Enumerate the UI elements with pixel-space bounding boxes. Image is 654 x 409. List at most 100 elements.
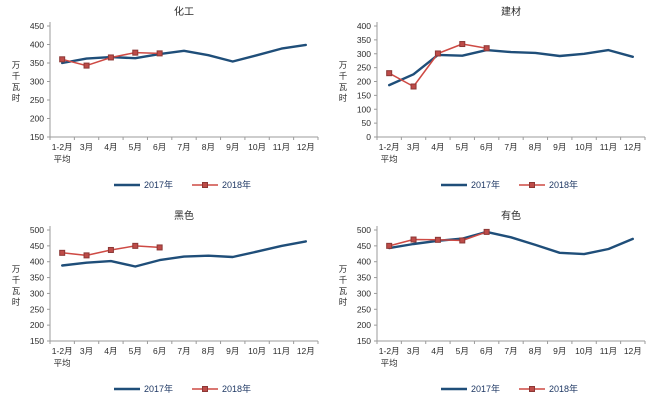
y-tick-label: 350 <box>30 273 44 283</box>
x-tick-label: 6月 <box>480 346 493 356</box>
y-axis-title-char: 千 <box>12 71 21 81</box>
series-line-2017年 <box>388 48 634 87</box>
x-tick-label: 12月 <box>297 142 315 152</box>
y-tick-label: 300 <box>30 77 44 87</box>
y-tick-label: 250 <box>357 63 371 73</box>
series-marker-2018年 <box>386 242 393 249</box>
x-tick-label: 3月 <box>80 142 93 152</box>
series-marker-2018年 <box>83 252 90 259</box>
y-tick-label: 350 <box>357 273 371 283</box>
x-tick-label-line2: 平均 <box>54 358 71 368</box>
series-marker-2018年 <box>483 45 490 52</box>
y-axis-title-char: 万 <box>12 60 21 70</box>
y-axis-title-char: 时 <box>12 93 21 103</box>
y-tick-label: 450 <box>357 241 371 251</box>
legend: 2017年 2018年 <box>114 383 251 394</box>
chart-title: 建材 <box>501 5 521 18</box>
series-marker-2018年 <box>156 50 163 57</box>
x-tick-label: 12月 <box>624 346 642 356</box>
series-marker-2018年 <box>156 244 163 251</box>
series-marker-2018年 <box>410 236 417 243</box>
legend-swatch-2018-marker <box>529 386 535 392</box>
x-tick-label: 1-2月 <box>379 346 400 356</box>
x-tick-label: 7月 <box>177 142 190 152</box>
x-tick-label-line2: 平均 <box>381 154 398 164</box>
x-tick-label: 7月 <box>504 346 517 356</box>
x-tick-label: 1-2月 <box>52 142 73 152</box>
y-axis-title-char: 万 <box>339 60 348 70</box>
series-marker-2018年 <box>459 41 466 48</box>
x-tick-label: 10月 <box>248 346 266 356</box>
legend: 2017年 2018年 <box>441 179 578 190</box>
series-marker-2018年 <box>132 242 139 249</box>
x-tick-label: 3月 <box>407 346 420 356</box>
x-tick-label: 8月 <box>202 142 215 152</box>
y-tick-label: 250 <box>30 304 44 314</box>
x-tick-label: 8月 <box>529 142 542 152</box>
y-tick-label: 500 <box>357 225 371 235</box>
x-tick-label: 4月 <box>104 346 117 356</box>
y-tick-label: 400 <box>30 40 44 50</box>
y-tick-label: 300 <box>357 288 371 298</box>
series-marker-2018年 <box>459 237 466 244</box>
chart-building-materials: 建材 0 50 100 150 200 250 300 350 400 1-2月 平均 3月 4月 5月 6月… <box>327 0 654 204</box>
legend: 2017年 2018年 <box>114 179 251 190</box>
x-tick-label: 9月 <box>553 346 566 356</box>
y-tick-label: 200 <box>30 320 44 330</box>
x-tick-label: 4月 <box>104 142 117 152</box>
x-tick-label: 5月 <box>129 142 142 152</box>
x-tick-label: 12月 <box>297 346 315 356</box>
x-tick-label: 11月 <box>600 346 617 356</box>
chart-title: 有色 <box>501 209 521 222</box>
legend-label-2018: 2018年 <box>222 179 251 190</box>
y-tick-label: 200 <box>357 77 371 87</box>
x-tick-label: 9月 <box>553 142 566 152</box>
y-tick-label: 450 <box>30 21 44 31</box>
y-tick-label: 400 <box>357 257 371 267</box>
y-axis-title-char: 万 <box>339 264 348 274</box>
x-tick-label: 11月 <box>273 346 290 356</box>
x-tick-label: 1-2月 <box>379 142 400 152</box>
x-tick-label: 5月 <box>129 346 142 356</box>
y-tick-label: 350 <box>357 35 371 45</box>
y-tick-label: 250 <box>30 95 44 105</box>
y-tick-label: 50 <box>362 118 372 128</box>
x-tick-label: 10月 <box>575 346 593 356</box>
y-axis-title-char: 千 <box>12 275 21 285</box>
legend-label-2017: 2017年 <box>144 383 173 394</box>
y-axis-title-char: 万 <box>12 264 21 274</box>
legend-swatch-2018-marker <box>202 386 208 392</box>
legend-label-2018: 2018年 <box>549 179 578 190</box>
series-marker-2018年 <box>83 62 90 69</box>
y-axis-title-char: 时 <box>339 297 348 307</box>
x-tick-label: 1-2月 <box>52 346 73 356</box>
series-marker-2018年 <box>434 236 441 243</box>
x-tick-label: 5月 <box>456 142 469 152</box>
legend-label-2017: 2017年 <box>471 179 500 190</box>
x-tick-label: 6月 <box>153 142 166 152</box>
y-axis-title-char: 千 <box>339 275 348 285</box>
series-marker-2018年 <box>132 49 139 56</box>
chart-title: 化工 <box>174 5 194 18</box>
x-tick-label-line2: 平均 <box>54 154 71 164</box>
series-line-2017年 <box>61 240 307 268</box>
x-tick-label: 6月 <box>480 142 493 152</box>
y-axis-title-char: 千 <box>339 71 348 81</box>
series-marker-2018年 <box>434 50 441 57</box>
x-tick-label: 4月 <box>431 142 444 152</box>
x-tick-label: 12月 <box>624 142 642 152</box>
series-marker-2018年 <box>107 54 114 61</box>
chart-title: 黑色 <box>174 209 194 222</box>
x-tick-label: 4月 <box>431 346 444 356</box>
x-tick-label: 11月 <box>600 142 617 152</box>
series-marker-2018年 <box>107 246 114 253</box>
